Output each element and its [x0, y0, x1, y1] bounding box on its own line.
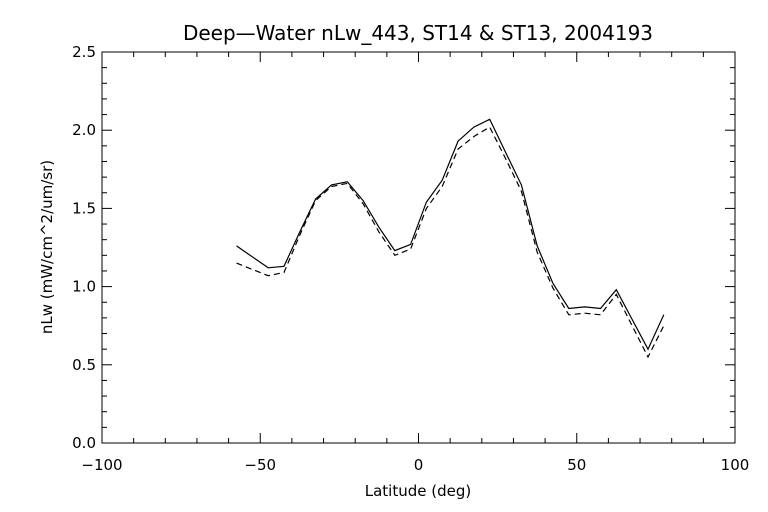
x-tick-label: 100 — [721, 456, 750, 474]
y-tick-label: 2.5 — [72, 43, 96, 61]
x-tick-label: 50 — [567, 456, 586, 474]
x-tick-label: 0 — [414, 456, 424, 474]
x-axis: −100 −50 0 50 100 — [81, 52, 749, 474]
x-axis-label: Latitude (deg) — [365, 482, 471, 500]
series-layer — [236, 118, 665, 359]
y-tick-label: 1.5 — [72, 199, 96, 217]
y-axis-label: nLw (mW/cm^2/um/sr) — [38, 160, 56, 334]
y-tick-label: 0.0 — [72, 434, 96, 452]
chart-title: Deep—Water nLw_443, ST14 & ST13, 2004193 — [183, 21, 653, 45]
y-tick-label: 0.5 — [72, 356, 96, 374]
y-tick-label: 1.0 — [72, 278, 96, 296]
plot-border — [101, 51, 736, 444]
y-tick-label: 2.0 — [72, 121, 96, 139]
plot-frame — [101, 51, 736, 444]
y-axis: 0.0 0.5 1.0 1.5 2.0 2.5 — [72, 43, 735, 452]
x-tick-label: −100 — [81, 456, 122, 474]
x-tick-label: −50 — [244, 456, 276, 474]
series-line-dashed — [236, 126, 665, 359]
series-line-solid — [236, 118, 665, 351]
